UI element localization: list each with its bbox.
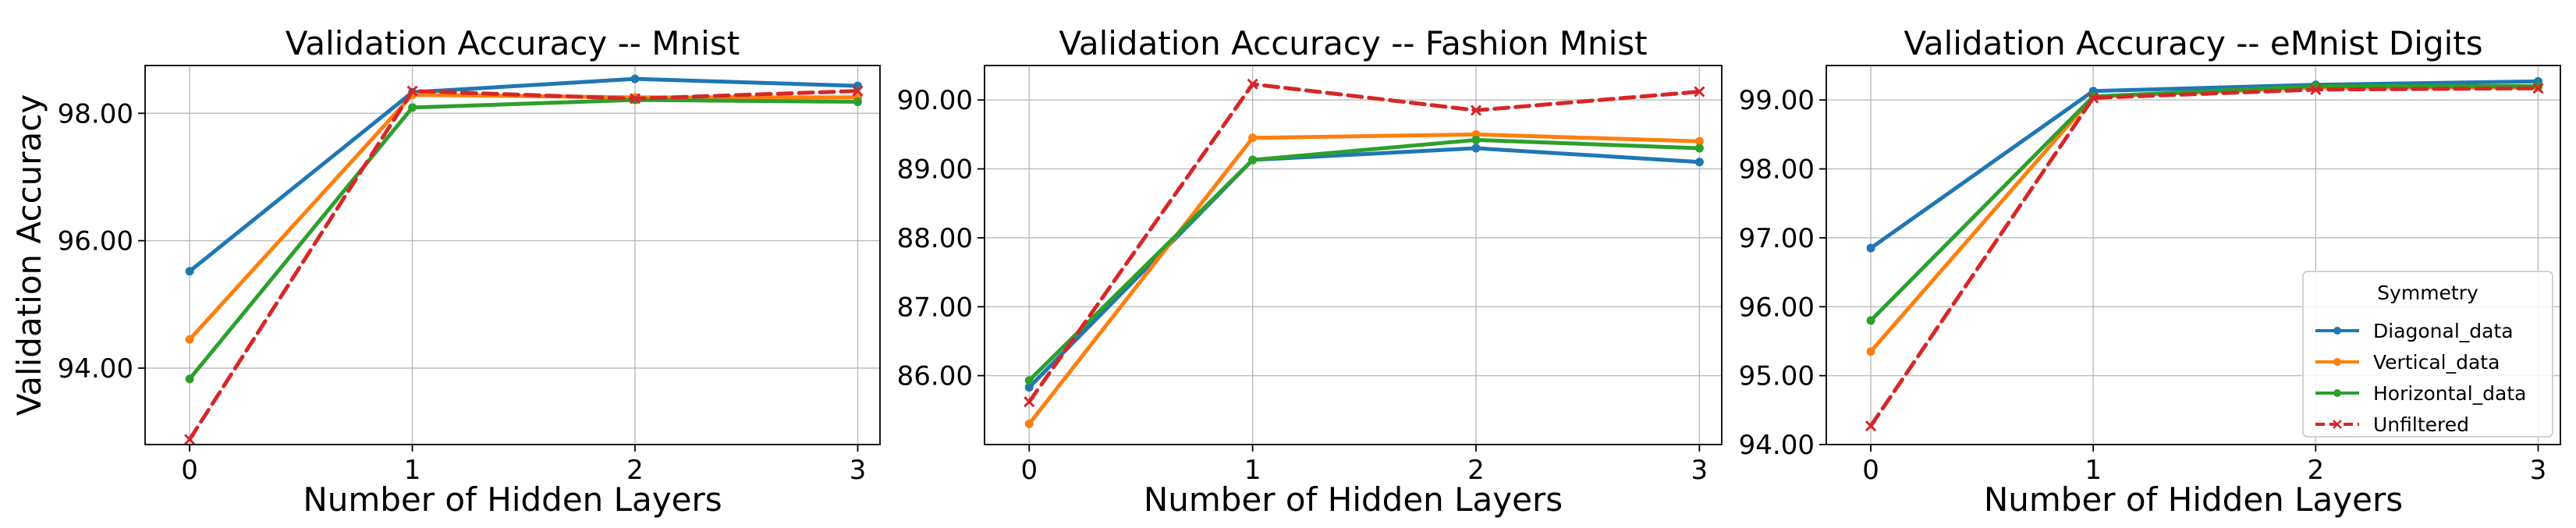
data-point-x-marker xyxy=(1024,396,1035,408)
data-point xyxy=(1866,243,1875,253)
data-point xyxy=(1248,155,1258,165)
data-point-x-marker xyxy=(1694,86,1705,97)
chart-title: Validation Accuracy -- Mnist xyxy=(286,24,740,62)
series-line-diagonal-data xyxy=(187,76,860,274)
y-tick-label: 99.00 xyxy=(1739,85,1815,116)
data-point xyxy=(1471,135,1481,144)
x-tick-label: 1 xyxy=(404,455,421,486)
series-line-vertical-data xyxy=(187,93,860,342)
y-tick-label: 86.00 xyxy=(897,361,973,392)
x-tick-label: 1 xyxy=(1244,455,1261,486)
x-tick-label: 3 xyxy=(850,455,867,486)
data-point xyxy=(2533,82,2542,91)
series-line-diagonal-data xyxy=(1027,146,1701,390)
legend-box xyxy=(2302,271,2553,438)
chart-title: Validation Accuracy -- eMnist Digits xyxy=(1904,24,2482,62)
data-point xyxy=(1694,136,1704,146)
legend-label: Horizontal_data xyxy=(2373,382,2526,405)
legend-label: Diagonal_data xyxy=(2373,320,2514,342)
plot-frame xyxy=(984,65,1723,445)
x-tick-label: 3 xyxy=(1691,455,1708,486)
data-point xyxy=(185,374,194,384)
data-point xyxy=(185,267,194,276)
series-line-horizontal-data xyxy=(1027,137,1701,383)
data-point-x-marker xyxy=(852,85,864,97)
x-tick-label: 0 xyxy=(181,455,198,486)
x-tick-label: 3 xyxy=(2530,455,2547,486)
data-point xyxy=(1248,133,1258,143)
data-point xyxy=(1694,158,1704,167)
series-line-unfiltered xyxy=(1868,86,2540,428)
x-tick-label: 0 xyxy=(1020,455,1038,486)
x-axis-label: Number of Hidden Layers xyxy=(1144,480,1563,519)
x-axis-label: Number of Hidden Layers xyxy=(1984,480,2403,519)
data-point xyxy=(185,335,194,344)
data-point xyxy=(1024,419,1034,428)
y-tick-label: 96.00 xyxy=(1739,292,1815,323)
y-tick-label: 98.00 xyxy=(58,98,133,129)
plot-frame xyxy=(144,65,881,445)
series-line-vertical-data xyxy=(1027,132,1701,426)
legend-label: Vertical_data xyxy=(2373,351,2500,374)
x-tick-label: 2 xyxy=(626,455,644,486)
plot-frame xyxy=(1826,65,2561,445)
data-point-x-marker xyxy=(184,434,196,445)
data-point-x-marker xyxy=(2310,83,2322,95)
x-tick-label: 2 xyxy=(1467,455,1485,486)
data-point-x-marker xyxy=(2532,83,2544,94)
data-point-x-marker xyxy=(2088,92,2099,104)
legend: Symmetry Diagonal_data Vertical_data Horizo… xyxy=(2302,271,2553,438)
y-tick-label: 94.00 xyxy=(1739,430,1815,461)
data-point xyxy=(1694,144,1704,153)
y-axis-label: Validation Accuracy xyxy=(10,94,48,416)
legend-x-marker xyxy=(2333,420,2342,429)
data-point xyxy=(1866,347,1875,356)
data-point-x-marker xyxy=(1470,105,1482,116)
y-tick-label: 94.00 xyxy=(58,353,133,384)
series-line-unfiltered xyxy=(1027,82,1701,404)
chart-title: Validation Accuracy -- Fashion Mnist xyxy=(1059,24,1647,62)
series-line-diagonal-data xyxy=(1868,79,2540,250)
data-point xyxy=(408,103,417,112)
data-point-x-marker xyxy=(629,93,641,105)
y-tick-label: 98.00 xyxy=(1739,154,1815,186)
x-tick-label: 0 xyxy=(1862,455,1879,486)
series-line-horizontal-data xyxy=(1868,84,2540,323)
data-point xyxy=(1471,144,1481,153)
y-tick-label: 95.00 xyxy=(1739,361,1815,392)
x-tick-label: 1 xyxy=(2085,455,2102,486)
chart-panel-2: 0 1 2 3 94.00 95.00 96.00 97.00 98.00 99.00 Valida… xyxy=(1739,24,2561,519)
legend-label: Unfiltered xyxy=(2373,413,2469,436)
data-point-x-marker xyxy=(1865,420,1877,432)
y-tick-label: 87.00 xyxy=(897,292,973,323)
series-line-unfiltered xyxy=(187,89,860,441)
data-point xyxy=(1024,383,1034,392)
y-tick-label: 97.00 xyxy=(1739,223,1815,254)
y-tick-label: 96.00 xyxy=(58,226,133,257)
legend-marker xyxy=(2333,389,2341,397)
data-point xyxy=(853,97,862,107)
data-point xyxy=(1024,376,1034,385)
y-tick-label: 88.00 xyxy=(897,223,973,254)
chart-panel-1: 0 1 2 3 86.00 87.00 88.00 89.00 90.00 Validation … xyxy=(897,24,1723,519)
x-tick-label: 2 xyxy=(2308,455,2325,486)
legend-marker xyxy=(2333,327,2341,335)
data-point xyxy=(1866,316,1875,325)
chart-panel-0: 0 1 2 3 94.00 96.00 98.00 Validation Accuracy -… xyxy=(10,24,881,519)
legend-title: Symmetry xyxy=(2377,282,2478,304)
y-tick-label: 89.00 xyxy=(897,154,973,186)
data-point-x-marker xyxy=(406,85,418,97)
legend-marker xyxy=(2333,358,2341,366)
data-point-x-marker xyxy=(1247,78,1258,90)
x-axis-label: Number of Hidden Layers xyxy=(303,480,722,519)
y-tick-label: 90.00 xyxy=(897,85,973,116)
series-line-horizontal-data xyxy=(187,97,860,381)
data-point xyxy=(630,74,640,83)
